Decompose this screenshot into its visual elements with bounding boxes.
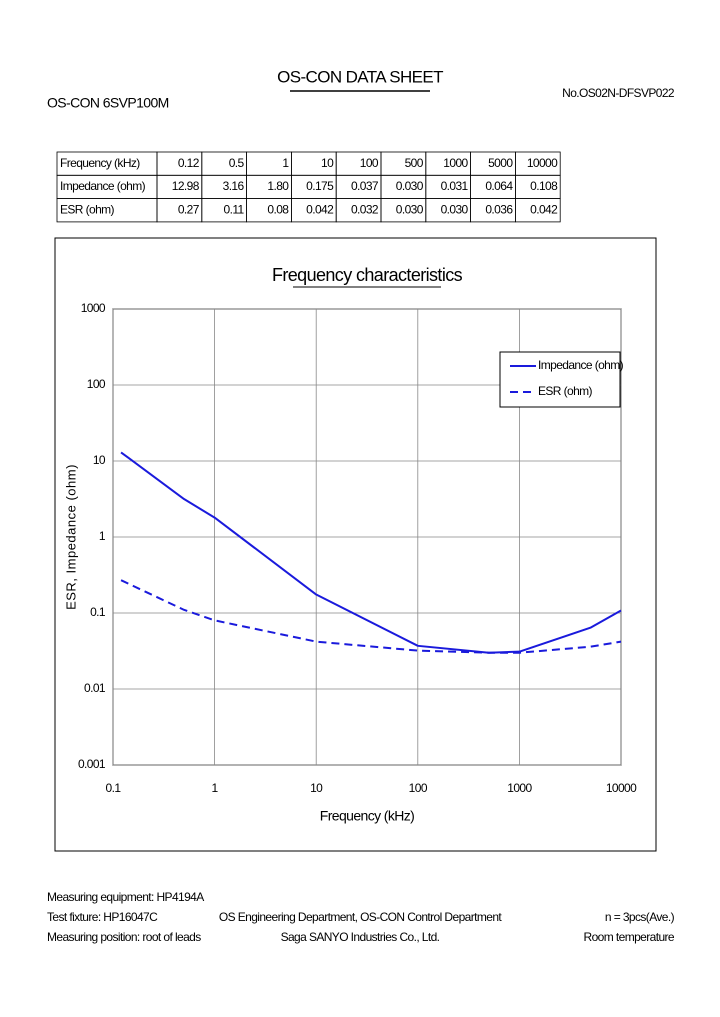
table-text: Frequency (kHz) bbox=[60, 156, 140, 170]
y-tick-label: 10 bbox=[93, 453, 106, 467]
x-tick-label: 0.1 bbox=[106, 781, 122, 795]
spec-table: Frequency (kHz) 0.12 0.5 1 10 100 500 1000 5000 1… bbox=[56, 151, 561, 223]
table-text: 0.030 bbox=[441, 202, 469, 216]
footer-text: n = 3pcs(Ave.) bbox=[605, 910, 675, 924]
table-text: 1.80 bbox=[267, 179, 289, 193]
chart-title: Frequency characteristics bbox=[272, 265, 463, 285]
chart: Frequency characteristics0.0010.010.1110… bbox=[63, 265, 637, 824]
y-tick-label: 0.001 bbox=[78, 757, 106, 771]
x-tick-label: 10 bbox=[310, 781, 323, 795]
table-text: 100 bbox=[360, 156, 379, 170]
table-text: ESR (ohm) bbox=[60, 202, 115, 216]
footer-text: Test fixture: HP16047C bbox=[47, 910, 158, 924]
footer-text: Room temperature bbox=[584, 930, 675, 944]
footer-text: Measuring equipment: HP4194A bbox=[47, 890, 204, 904]
table-text: 5000 bbox=[488, 156, 513, 170]
table-text: 10 bbox=[321, 156, 334, 170]
footer-text: Measuring position: root of leads bbox=[47, 930, 201, 944]
y-tick-label: 0.1 bbox=[90, 605, 106, 619]
table-text: 0.030 bbox=[396, 179, 424, 193]
table-text: 0.036 bbox=[485, 202, 513, 216]
y-tick-label: 1000 bbox=[81, 301, 106, 315]
table-text: 0.064 bbox=[485, 179, 513, 193]
x-tick-label: 100 bbox=[409, 781, 428, 795]
table-text: 0.27 bbox=[178, 202, 200, 216]
footer: Measuring equipment: HP4194A Test fixture… bbox=[47, 890, 676, 944]
series-line bbox=[120, 579, 622, 654]
x-tick-label: 1000 bbox=[507, 781, 532, 795]
table-text: 12.98 bbox=[172, 179, 200, 193]
table-text: 0.12 bbox=[178, 156, 200, 170]
doc-no: No.OS02N-DFSVP022 bbox=[562, 86, 675, 100]
x-tick-label: 10000 bbox=[606, 781, 637, 795]
y-tick-label: 1 bbox=[99, 529, 106, 543]
table-cell bbox=[515, 198, 561, 223]
legend-label: Impedance (ohm) bbox=[538, 358, 624, 372]
table-text: 0.5 bbox=[229, 156, 245, 170]
x-tick-label: 1 bbox=[212, 781, 219, 795]
table-text: 0.042 bbox=[306, 202, 334, 216]
y-tick-label: 0.01 bbox=[84, 681, 106, 695]
table-text: 0.032 bbox=[351, 202, 379, 216]
series-line bbox=[120, 451, 622, 654]
table-text: 10000 bbox=[527, 156, 558, 170]
table-text: 0.08 bbox=[267, 202, 289, 216]
y-tick-label: 100 bbox=[87, 377, 106, 391]
legend-box bbox=[499, 351, 621, 408]
table-text: 1 bbox=[282, 156, 289, 170]
legend-label: ESR (ohm) bbox=[538, 384, 593, 398]
table-text: Impedance (ohm) bbox=[60, 179, 146, 193]
model: OS-CON 6SVP100M bbox=[47, 95, 169, 111]
table-text: 1000 bbox=[443, 156, 468, 170]
table-text: 0.030 bbox=[396, 202, 424, 216]
table-text: 0.037 bbox=[351, 179, 379, 193]
table-text: 0.108 bbox=[530, 179, 558, 193]
table-text: 3.16 bbox=[223, 179, 245, 193]
footer-text: Saga SANYO Industries Co., Ltd. bbox=[281, 930, 440, 944]
doc-title: OS-CON DATA SHEET bbox=[277, 67, 443, 86]
x-axis-label: Frequency (kHz) bbox=[320, 808, 414, 824]
y-axis-label: ESR, Impedance (ohm) bbox=[63, 464, 78, 610]
table-text: 0.042 bbox=[530, 202, 558, 216]
chart-frame bbox=[54, 237, 657, 852]
table-text: 0.031 bbox=[441, 179, 469, 193]
table-text: 0.11 bbox=[224, 202, 245, 216]
table-text: 500 bbox=[405, 156, 424, 170]
footer-text: OS Engineering Department, OS-CON Contro… bbox=[219, 910, 503, 924]
table-text: 0.175 bbox=[306, 179, 334, 193]
